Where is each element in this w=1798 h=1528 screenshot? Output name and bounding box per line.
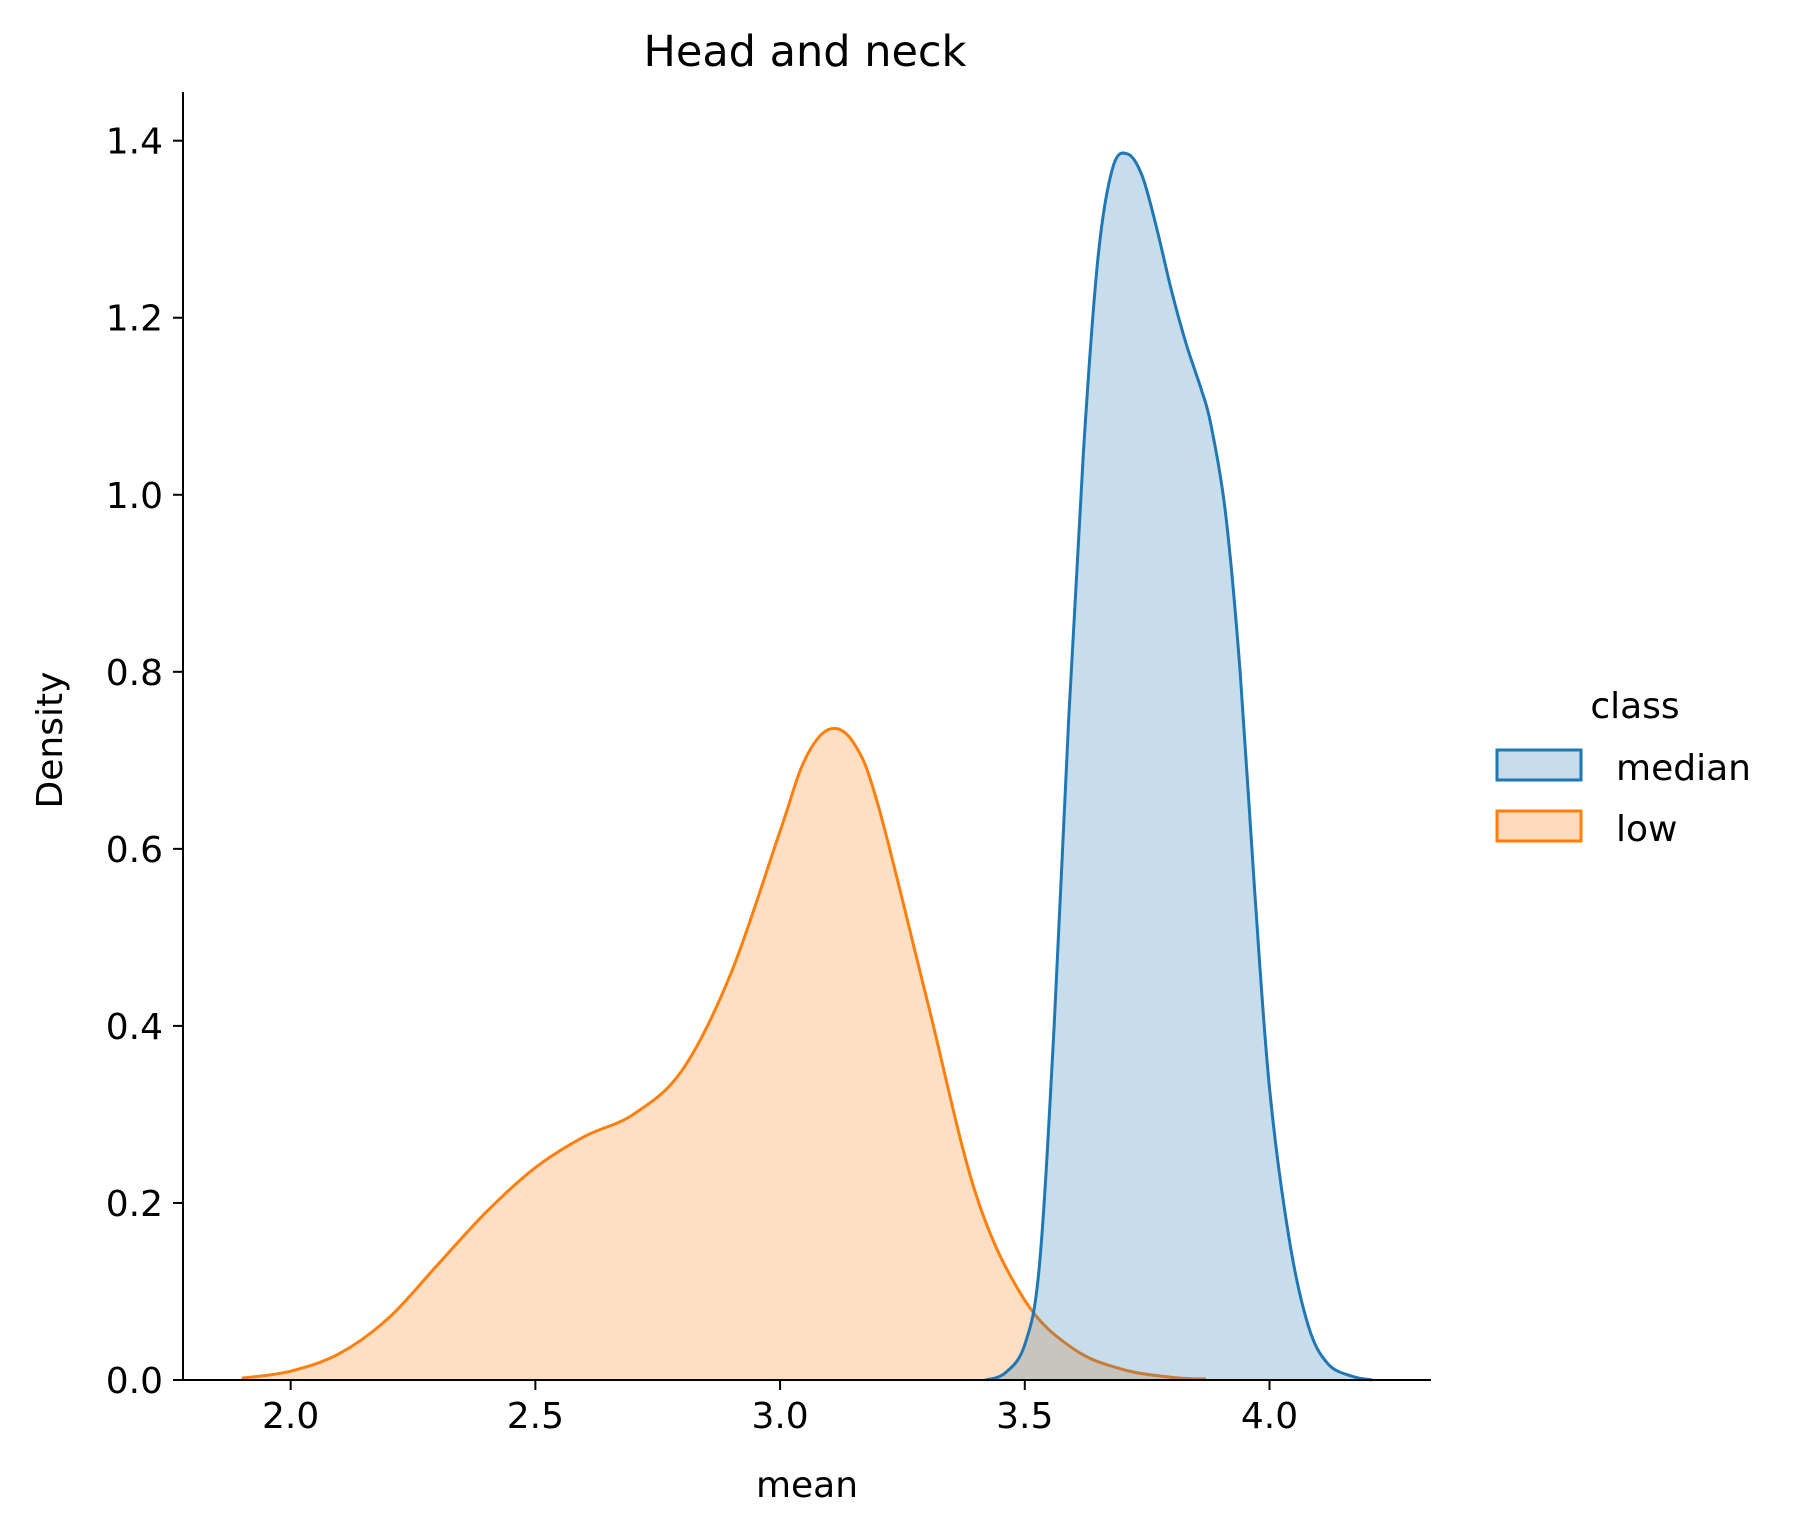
y-tick-label: 0.6 (106, 830, 163, 871)
y-tick-label: 0.2 (106, 1184, 163, 1225)
y-tick-label: 0.8 (106, 653, 163, 694)
density-area-median (985, 152, 1373, 1380)
y-tick-label: 0.4 (106, 1007, 163, 1048)
legend-title: class (1590, 686, 1679, 727)
legend-swatch-low (1495, 809, 1583, 843)
chart-title: Head and neck (644, 27, 967, 77)
series-layer (241, 151, 1373, 1382)
legend-swatch-median (1495, 748, 1583, 782)
density-line-low (241, 726, 1206, 1381)
x-tick-label: 2.5 (507, 1396, 564, 1437)
y-tick-label: 1.0 (106, 476, 163, 517)
x-axis-label: mean (756, 1465, 858, 1506)
legend: class median low (1495, 686, 1751, 850)
y-ticks: 0.0 0.2 0.4 0.6 0.8 1.0 1.2 1.4 (106, 122, 183, 1402)
density-line-median (985, 151, 1373, 1382)
y-axis-label: Density (30, 672, 71, 809)
y-tick-label: 1.2 (106, 299, 163, 340)
x-tick-label: 2.0 (262, 1396, 319, 1437)
x-tick-label: 3.0 (751, 1396, 808, 1437)
y-tick-label: 1.4 (106, 122, 163, 163)
y-tick-label: 0.0 (106, 1361, 163, 1402)
legend-label-median: median (1616, 748, 1751, 789)
x-tick-label: 4.0 (1241, 1396, 1298, 1437)
x-ticks: 2.0 2.5 3.0 3.5 4.0 (262, 1380, 1298, 1437)
x-tick-label: 3.5 (996, 1396, 1053, 1437)
legend-label-low: low (1616, 809, 1677, 850)
